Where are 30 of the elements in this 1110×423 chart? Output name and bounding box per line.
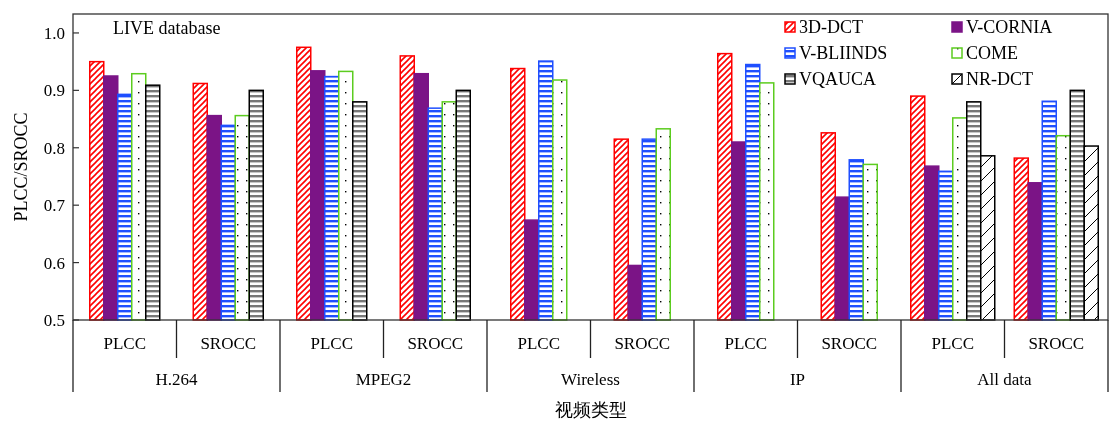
y-axis-title: PLCC/SROCC — [11, 112, 31, 222]
x-axis-title: 视频类型 — [554, 400, 627, 420]
legend-label: NR-DCT — [966, 69, 1033, 89]
legend-label: VQAUCA — [799, 69, 877, 89]
y-tick-label: 1.0 — [43, 23, 65, 43]
y-tick-label: 0.6 — [43, 253, 65, 273]
text: H.264 — [155, 370, 199, 389]
x-tick-label: PLCC — [310, 334, 354, 353]
y-tick-label: 0.7 — [43, 196, 66, 216]
x-tick-label: SROCC — [407, 334, 464, 353]
x-tick-label: PLCC — [931, 334, 975, 353]
text: IP — [789, 370, 806, 389]
x-tick-label: PLCC — [517, 334, 561, 353]
x-tick-label: SROCC — [821, 334, 878, 353]
annotation: LIVE database — [113, 18, 221, 38]
y-tick-label: 0.5 — [43, 311, 65, 330]
x-tick-label: SROCC — [200, 334, 257, 353]
x-tick-label: SROCC — [614, 334, 671, 353]
x-tick-label: PLCC — [103, 334, 147, 353]
text: Wireless — [561, 370, 620, 389]
text: MPEG2 — [355, 370, 412, 389]
text: All data — [977, 370, 1033, 389]
x-tick-label: SROCC — [1028, 334, 1085, 353]
legend-label: V-CORNIA — [966, 17, 1053, 37]
y-tick-label: 0.9 — [43, 81, 65, 101]
y-tick-label: 0.8 — [43, 138, 65, 158]
x-tick-label: PLCC — [724, 334, 768, 353]
legend-label: V-BLIINDS — [799, 43, 888, 63]
legend-label: 3D-DCT — [799, 17, 863, 37]
legend-label: COME — [966, 43, 1019, 63]
